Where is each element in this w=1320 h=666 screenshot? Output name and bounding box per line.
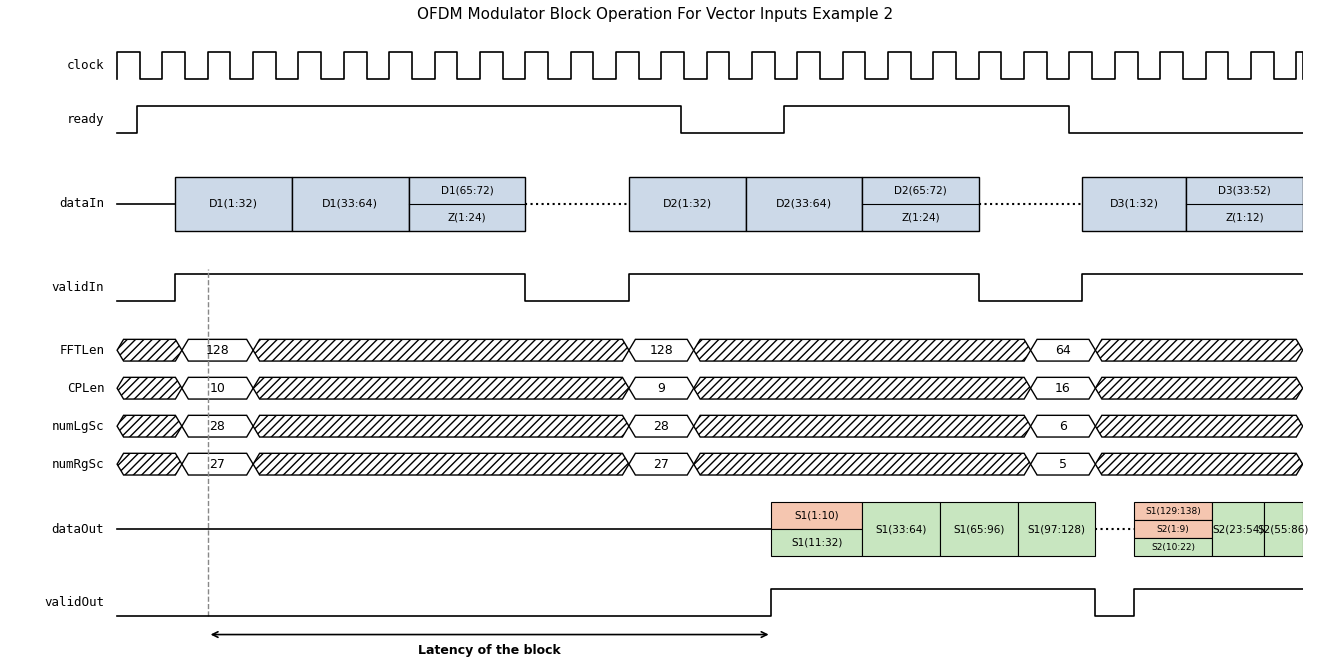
Text: S1(33:64): S1(33:64) xyxy=(875,524,927,534)
Bar xyxy=(292,176,409,231)
Polygon shape xyxy=(1096,340,1303,361)
Text: S1(11:32): S1(11:32) xyxy=(791,538,842,548)
Text: 5: 5 xyxy=(1059,458,1067,471)
Polygon shape xyxy=(117,454,182,475)
Bar xyxy=(1263,502,1303,556)
Text: 9: 9 xyxy=(657,382,665,395)
Text: D1(33:64): D1(33:64) xyxy=(322,198,379,208)
Bar xyxy=(1187,176,1303,231)
Bar xyxy=(1134,502,1212,520)
Text: 10: 10 xyxy=(210,382,226,395)
Text: ready: ready xyxy=(66,113,104,126)
Polygon shape xyxy=(694,340,1031,361)
Polygon shape xyxy=(628,378,694,399)
Polygon shape xyxy=(1031,454,1096,475)
Polygon shape xyxy=(1096,378,1303,399)
Polygon shape xyxy=(117,378,182,399)
Polygon shape xyxy=(253,340,628,361)
Bar xyxy=(1212,502,1263,556)
Polygon shape xyxy=(628,454,694,475)
Polygon shape xyxy=(694,454,1031,475)
Text: S1(129:138): S1(129:138) xyxy=(1146,507,1201,515)
Bar xyxy=(1134,538,1212,556)
Bar xyxy=(771,529,862,556)
Polygon shape xyxy=(694,378,1031,399)
Text: D1(65:72): D1(65:72) xyxy=(441,185,494,195)
Bar xyxy=(1082,176,1187,231)
Text: 128: 128 xyxy=(206,344,230,357)
Text: 28: 28 xyxy=(653,420,669,433)
Text: Z(1:12): Z(1:12) xyxy=(1225,212,1263,222)
Text: D2(65:72): D2(65:72) xyxy=(894,185,946,195)
Text: numLgSc: numLgSc xyxy=(51,420,104,433)
Bar xyxy=(409,176,525,231)
Text: D2(33:64): D2(33:64) xyxy=(776,198,832,208)
Text: S2(1:9): S2(1:9) xyxy=(1156,525,1189,533)
Text: FFTLen: FFTLen xyxy=(59,344,104,357)
Title: OFDM Modulator Block Operation For Vector Inputs Example 2: OFDM Modulator Block Operation For Vecto… xyxy=(417,7,892,22)
Text: clock: clock xyxy=(66,59,104,72)
Polygon shape xyxy=(182,378,253,399)
Polygon shape xyxy=(253,454,628,475)
Text: 28: 28 xyxy=(210,420,226,433)
Text: CPLen: CPLen xyxy=(66,382,104,395)
Bar xyxy=(940,502,1018,556)
Polygon shape xyxy=(182,340,253,361)
Polygon shape xyxy=(253,416,628,437)
Polygon shape xyxy=(117,416,182,437)
Text: D2(1:32): D2(1:32) xyxy=(663,198,711,208)
Text: S1(1:10): S1(1:10) xyxy=(795,511,840,521)
Polygon shape xyxy=(182,416,253,437)
Polygon shape xyxy=(1031,416,1096,437)
Text: Z(1:24): Z(1:24) xyxy=(447,212,486,222)
Bar xyxy=(1134,520,1212,538)
Text: S1(65:96): S1(65:96) xyxy=(953,524,1005,534)
Text: 16: 16 xyxy=(1055,382,1071,395)
Text: 27: 27 xyxy=(210,458,226,471)
Text: 128: 128 xyxy=(649,344,673,357)
Text: D3(1:32): D3(1:32) xyxy=(1110,198,1159,208)
Polygon shape xyxy=(117,340,182,361)
Text: validIn: validIn xyxy=(51,281,104,294)
Text: dataOut: dataOut xyxy=(51,523,104,535)
Bar xyxy=(862,502,940,556)
Text: validOut: validOut xyxy=(44,596,104,609)
Polygon shape xyxy=(253,378,628,399)
Polygon shape xyxy=(1096,454,1303,475)
Polygon shape xyxy=(1031,378,1096,399)
Polygon shape xyxy=(628,416,694,437)
Text: S2(10:22): S2(10:22) xyxy=(1151,543,1195,552)
Bar xyxy=(176,176,292,231)
Bar xyxy=(1018,502,1096,556)
Text: 6: 6 xyxy=(1059,420,1067,433)
Text: D1(1:32): D1(1:32) xyxy=(209,198,259,208)
Text: S2(23:54): S2(23:54) xyxy=(1212,524,1263,534)
Polygon shape xyxy=(694,416,1031,437)
Text: S2(55:86): S2(55:86) xyxy=(1258,524,1309,534)
Polygon shape xyxy=(628,340,694,361)
Text: Latency of the block: Latency of the block xyxy=(418,644,561,657)
Bar xyxy=(771,502,862,529)
Polygon shape xyxy=(1031,340,1096,361)
Bar xyxy=(628,176,746,231)
Text: 64: 64 xyxy=(1055,344,1071,357)
Text: Z(1:24): Z(1:24) xyxy=(902,212,940,222)
Text: dataIn: dataIn xyxy=(59,197,104,210)
Text: S1(97:128): S1(97:128) xyxy=(1027,524,1085,534)
Text: numRgSc: numRgSc xyxy=(51,458,104,471)
Polygon shape xyxy=(1096,416,1303,437)
Polygon shape xyxy=(182,454,253,475)
Bar xyxy=(862,176,978,231)
Bar xyxy=(746,176,862,231)
Text: D3(33:52): D3(33:52) xyxy=(1218,185,1271,195)
Text: 27: 27 xyxy=(653,458,669,471)
